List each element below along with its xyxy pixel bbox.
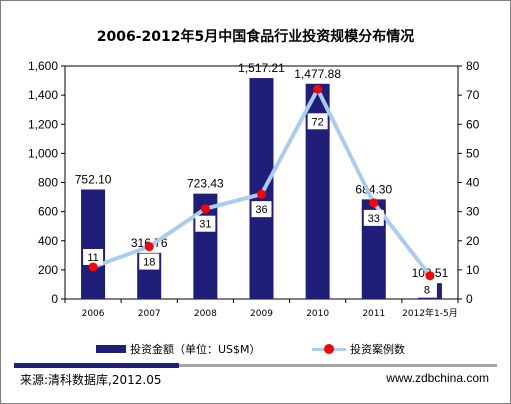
bar-value-label: 1,517.21 <box>238 61 285 75</box>
right-axis-tick-label: 20 <box>466 234 480 248</box>
right-axis-tick-label: 40 <box>466 176 480 190</box>
x-axis-tick-label: 2011 <box>362 309 385 319</box>
line-value-label-box <box>416 281 437 298</box>
series-marker <box>144 242 154 252</box>
footer-divider-dark <box>14 363 179 368</box>
bar-value-label: 1,477.88 <box>294 67 341 81</box>
x-axis-tick-label: 2009 <box>250 309 273 319</box>
bar <box>81 189 106 299</box>
left-axis-tick-label: 600 <box>38 205 58 219</box>
left-axis-tick-label: 1,200 <box>28 117 58 131</box>
series-marker <box>257 189 266 199</box>
line-value-label: 18 <box>143 257 155 269</box>
left-axis-tick-label: 1,000 <box>28 146 58 160</box>
bar-value-label: 752.10 <box>75 172 112 186</box>
series-marker <box>425 271 435 281</box>
left-axis-tick-label: 400 <box>38 234 58 248</box>
legend-line-swatch <box>312 344 346 354</box>
x-axis-tick-label: 2010 <box>306 309 329 319</box>
bar-value-label: 684.30 <box>355 182 392 196</box>
line-value-label: 8 <box>424 285 430 297</box>
left-axis-tick-label: 0 <box>51 292 58 306</box>
series-marker <box>369 198 379 208</box>
footer-divider-light <box>179 364 497 367</box>
x-axis-tick-label: 2006 <box>82 309 105 319</box>
line-value-label-box <box>363 209 384 226</box>
legend-item-bars: 投资金额（单位：US$M） <box>96 341 261 357</box>
source-note: 来源:清科数据库,2012.05 <box>20 373 162 387</box>
right-axis-tick-label: 10 <box>466 263 480 277</box>
line-value-label-box <box>83 248 104 265</box>
bar <box>249 78 274 299</box>
x-axis-tick-label: 2012年1-5月 <box>402 307 458 319</box>
right-axis-tick-label: 80 <box>466 59 480 73</box>
line-value-label: 36 <box>255 204 267 216</box>
line-value-label: 11 <box>87 252 98 264</box>
chart-title: 2006-2012年5月中国食品行业投资规模分布情况 <box>96 29 415 45</box>
line-value-label: 31 <box>199 219 211 231</box>
right-axis-tick-label: 0 <box>466 292 473 306</box>
line-value-label-box <box>139 253 160 270</box>
legend: 投资金额（单位：US$M） 投资案例数 <box>96 341 476 357</box>
left-axis-tick-label: 800 <box>38 176 58 190</box>
right-axis-tick-label: 50 <box>466 146 480 160</box>
line-value-label: 33 <box>368 213 380 225</box>
chart-plot: 0 200 400 600 800 1,000 1,200 1,400 1,600 0 10 20 30… <box>28 59 480 319</box>
website-link[interactable]: www.zdbchina.com <box>386 371 489 385</box>
x-axis-tick-label: 2008 <box>194 309 217 319</box>
line-value-label-box <box>307 113 328 130</box>
right-axis-tick-label: 30 <box>466 205 480 219</box>
line-value-label: 72 <box>312 116 324 128</box>
x-axis-tick-label: 2007 <box>138 309 161 319</box>
left-axis-tick-label: 1,600 <box>28 59 58 73</box>
series-marker <box>200 204 210 214</box>
line-value-label-box <box>251 201 272 218</box>
bar-value-label: 723.43 <box>187 177 224 191</box>
left-axis-tick-label: 200 <box>38 263 58 277</box>
legend-line-label: 投资案例数 <box>350 343 405 356</box>
legend-item-line: 投资案例数 <box>312 341 405 357</box>
line-value-label-box <box>195 215 216 232</box>
series-marker <box>88 262 98 272</box>
right-axis-tick-label: 60 <box>466 117 480 131</box>
series-marker <box>313 84 323 94</box>
left-axis-tick-label: 1,400 <box>28 88 58 102</box>
legend-bar-swatch <box>96 345 126 353</box>
legend-bar-label: 投资金额（单位：US$M） <box>130 343 261 356</box>
right-axis-tick-label: 70 <box>466 88 480 102</box>
